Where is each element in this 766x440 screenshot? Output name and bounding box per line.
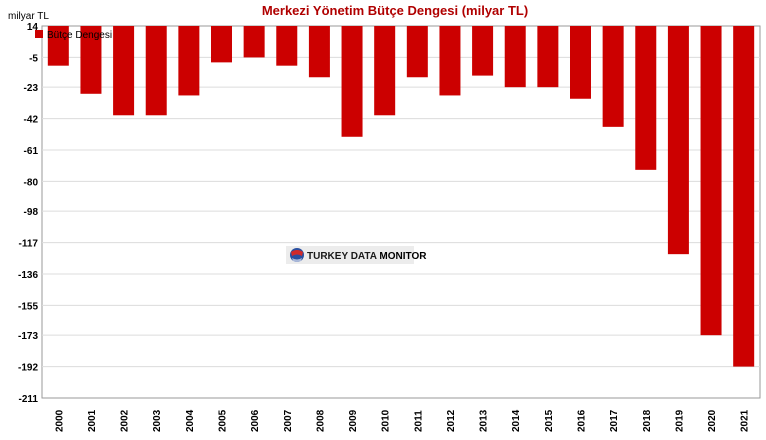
bar-2004 [178,26,200,96]
bar-2001 [80,26,102,94]
y-tick-label: -80 [24,177,39,188]
x-tick-label: 2003 [152,409,163,432]
y-tick-label: -61 [24,146,39,157]
x-tick-label: 2002 [120,409,131,432]
bar-2021 [733,26,755,367]
bar-2013 [472,26,494,76]
bar-2008 [308,26,330,78]
x-tick-label: 2001 [87,409,98,432]
x-tick-label: 2007 [283,409,294,432]
x-tick-label: 2011 [413,410,424,432]
bar-2017 [602,26,624,127]
bar-2018 [635,26,657,170]
bar-2002 [113,26,135,116]
x-tick-label: 2009 [348,409,359,432]
bar-2007 [276,26,298,66]
bar-2015 [537,26,559,88]
bars [47,26,755,367]
x-tick-label: 2005 [218,409,229,432]
y-tick-labels: 14 -5 -23 -42 -61 -80 -98 -117 -136 -155 -173 -192 -… [18,22,38,405]
y-tick-label: -136 [18,270,38,281]
bar-2006 [243,26,265,58]
bar-2016 [570,26,591,99]
y-tick-label: -155 [18,301,38,312]
x-tick-label: 2006 [250,409,261,432]
bar-2020 [700,26,722,336]
chart-title: Merkezi Yönetim Bütçe Dengesi (milyar TL… [262,3,528,18]
y-tick-label: -23 [24,83,39,94]
legend-swatch [35,30,43,38]
x-tick-label: 2004 [185,409,196,432]
x-tick-label: 2021 [740,409,751,432]
bar-2005 [211,26,232,63]
x-tick-label: 2000 [54,409,65,432]
watermark-background [286,246,414,264]
bar-2009 [341,26,363,137]
x-tick-label: 2010 [381,409,392,432]
watermark: TURKEY DATA MONITOR [286,246,427,264]
x-tick-label: 2008 [315,409,326,432]
y-tick-label: -192 [18,363,38,374]
x-tick-label: 2013 [479,409,490,432]
y-tick-label: -173 [18,331,38,342]
x-tick-label: 2014 [511,409,522,432]
y-unit-label: milyar TL [8,11,49,22]
bar-2012 [439,26,461,96]
x-tick-label: 2015 [544,409,555,432]
y-tick-label: -42 [24,115,39,126]
x-tick-label: 2016 [577,409,588,432]
bar-2003 [145,26,167,116]
globe-icon [290,248,304,262]
x-tick-label: 2020 [707,409,718,432]
bar-2000 [47,26,69,66]
y-tick-label: -98 [24,207,39,218]
y-tick-label: -5 [29,53,38,64]
x-tick-label: 2012 [446,409,457,432]
watermark-text-b: MONITOR [379,251,427,262]
bar-2014 [504,26,526,88]
x-tick-label: 2018 [642,409,653,432]
watermark-text: TURKEY DATA MONITOR [307,251,427,262]
bar-2011 [406,26,428,78]
y-tick-label: 14 [27,22,39,33]
bar-2019 [667,26,689,255]
x-tick-labels: 2000 2001 2002 2003 2004 2005 2006 2007 2008 2009… [54,409,750,432]
y-tick-label: -211 [19,394,39,405]
legend: Bütçe Dengesi [35,30,112,41]
y-tick-label: -117 [19,239,39,250]
x-tick-label: 2019 [674,409,685,432]
watermark-text-a: TURKEY DATA [307,251,379,262]
bar-2010 [374,26,396,116]
legend-label: Bütçe Dengesi [47,30,112,41]
x-tick-label: 2017 [609,409,620,432]
